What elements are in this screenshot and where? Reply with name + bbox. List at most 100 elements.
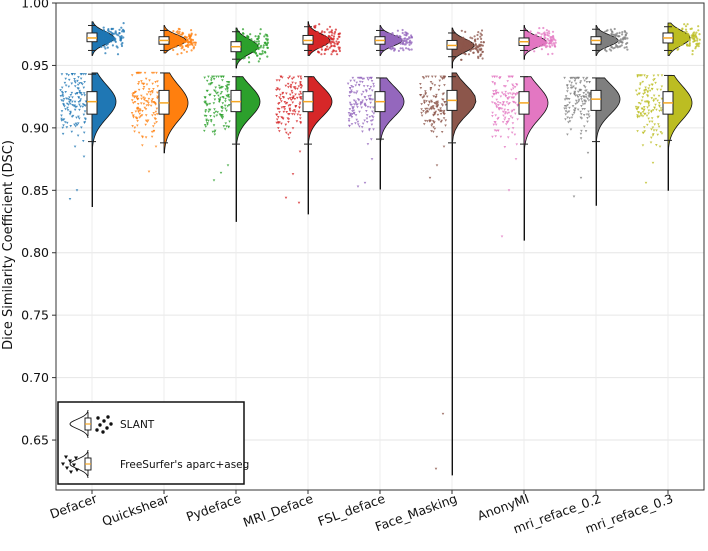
point-slant xyxy=(172,38,175,41)
point-freesurfer xyxy=(646,75,649,78)
point-freesurfer xyxy=(513,93,517,96)
point-freesurfer xyxy=(138,112,142,116)
point-freesurfer xyxy=(371,119,374,122)
cloud-freesurfer-Pydeface xyxy=(235,76,261,222)
point-freesurfer xyxy=(356,106,359,109)
point-freesurfer xyxy=(497,107,500,110)
point-freesurfer-outlier xyxy=(297,201,301,205)
point-freesurfer xyxy=(83,121,87,124)
point-freesurfer xyxy=(73,104,77,107)
point-freesurfer xyxy=(371,116,375,119)
point-freesurfer xyxy=(208,102,212,106)
point-freesurfer xyxy=(587,113,590,116)
point-freesurfer xyxy=(213,94,216,98)
point-slant xyxy=(603,30,606,33)
point-freesurfer xyxy=(639,112,643,115)
point-freesurfer xyxy=(366,85,369,88)
point-freesurfer xyxy=(653,106,656,109)
point-freesurfer xyxy=(425,95,429,98)
point-freesurfer xyxy=(214,86,217,89)
point-freesurfer xyxy=(652,79,655,82)
point-freesurfer xyxy=(586,120,589,123)
point-freesurfer xyxy=(354,122,357,125)
point-slant xyxy=(551,52,554,55)
point-freesurfer xyxy=(292,76,296,79)
point-freesurfer xyxy=(215,92,218,95)
point-slant xyxy=(385,45,389,48)
point-freesurfer xyxy=(275,113,279,117)
point-slant xyxy=(461,42,464,45)
point-freesurfer xyxy=(276,116,280,119)
point-freesurfer xyxy=(440,76,444,80)
point-slant xyxy=(482,41,485,44)
point-freesurfer xyxy=(354,114,358,117)
point-slant xyxy=(403,37,406,40)
point-freesurfer xyxy=(356,120,360,124)
box-slant-AnonyMI xyxy=(518,29,530,51)
point-slant xyxy=(540,48,544,51)
point-slant xyxy=(388,46,392,50)
point-freesurfer xyxy=(512,101,516,104)
point-freesurfer xyxy=(429,88,432,91)
point-freesurfer xyxy=(569,128,573,131)
point-freesurfer xyxy=(568,117,571,120)
box-freesurfer-Pydeface xyxy=(230,76,242,145)
point-freesurfer xyxy=(71,96,74,99)
point-freesurfer xyxy=(369,106,372,109)
point-freesurfer xyxy=(136,107,139,110)
point-slant xyxy=(545,39,548,43)
point-freesurfer xyxy=(78,100,82,103)
point-freesurfer xyxy=(493,129,497,132)
point-freesurfer xyxy=(646,106,649,109)
point-freesurfer xyxy=(203,114,207,118)
point-freesurfer xyxy=(64,84,68,87)
point-slant xyxy=(245,47,248,50)
point-freesurfer xyxy=(283,128,287,131)
point-freesurfer xyxy=(635,93,639,97)
point-freesurfer xyxy=(146,100,149,103)
point-freesurfer xyxy=(359,102,363,105)
point-freesurfer xyxy=(512,96,516,99)
point-freesurfer xyxy=(224,107,227,110)
point-freesurfer xyxy=(66,98,70,101)
point-freesurfer xyxy=(204,109,208,112)
point-freesurfer xyxy=(80,126,83,129)
point-slant xyxy=(685,32,689,36)
point-freesurfer xyxy=(498,107,502,110)
point-freesurfer xyxy=(287,86,290,89)
point-freesurfer xyxy=(516,92,519,95)
point-slant xyxy=(474,40,477,43)
point-freesurfer xyxy=(371,98,375,101)
point-freesurfer xyxy=(142,87,145,91)
point-freesurfer xyxy=(136,102,140,106)
point-slant xyxy=(618,35,621,38)
point-freesurfer xyxy=(291,81,294,84)
point-slant xyxy=(529,31,532,35)
point-freesurfer xyxy=(208,108,212,112)
point-freesurfer xyxy=(73,73,77,76)
point-slant xyxy=(109,37,112,40)
point-freesurfer xyxy=(278,130,281,133)
point-freesurfer xyxy=(505,121,509,124)
point-freesurfer xyxy=(155,113,159,116)
point-freesurfer xyxy=(492,123,496,126)
point-slant xyxy=(257,60,260,63)
point-freesurfer xyxy=(429,80,433,84)
point-slant xyxy=(178,37,181,41)
point-freesurfer xyxy=(280,100,283,103)
point-freesurfer xyxy=(363,102,367,106)
point-slant xyxy=(190,38,193,42)
point-freesurfer xyxy=(205,79,209,83)
point-freesurfer xyxy=(439,120,443,124)
points-freesurfer-AnonyMI xyxy=(490,75,519,238)
legend-label-slant: SLANT xyxy=(120,419,155,431)
point-freesurfer xyxy=(347,118,351,121)
point-slant xyxy=(546,37,549,41)
point-freesurfer-outlier xyxy=(572,195,576,198)
point-slant xyxy=(688,38,692,41)
point-freesurfer xyxy=(436,113,440,117)
point-freesurfer xyxy=(275,79,279,82)
cloud-freesurfer-Defacer xyxy=(91,72,117,207)
point-freesurfer xyxy=(212,115,216,118)
point-freesurfer xyxy=(146,120,149,123)
